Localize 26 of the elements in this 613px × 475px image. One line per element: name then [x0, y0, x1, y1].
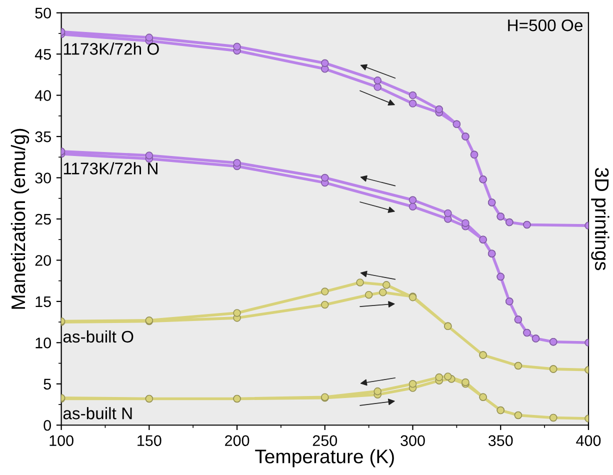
y-tick-label: 40 — [34, 90, 51, 101]
y-tick-label: 45 — [34, 49, 51, 60]
series-label: 1173K/72h N — [64, 162, 158, 174]
y-tick-label: 35 — [35, 131, 51, 142]
series-label: 1173K/72h O — [64, 42, 159, 55]
x-tick-label: 200 — [225, 435, 250, 446]
series-label: as-built O — [63, 330, 134, 343]
y-tick-label: 5 — [44, 378, 51, 390]
text: 3D printings — [591, 168, 610, 270]
x-tick-label: 300 — [400, 435, 425, 446]
annotation: H=500 Oe — [508, 19, 582, 32]
series-label: as-built N — [63, 407, 132, 420]
y-tick-label: 0 — [44, 420, 51, 431]
y-tick-label: 10 — [36, 338, 51, 348]
y-tick-label: 25 — [35, 214, 51, 225]
y-tick-label: 20 — [35, 255, 51, 266]
y-tick-label: 15 — [36, 296, 51, 308]
y-axis-title: Manetization (emu/g) — [10, 128, 30, 309]
x-tick-label: 250 — [312, 435, 338, 446]
y-tick-label: 50 — [35, 8, 51, 19]
x-tick-label: 100 — [50, 435, 74, 446]
y-tick-label: 30 — [35, 172, 51, 184]
x-tick-label: 350 — [488, 435, 513, 446]
x-tick-label: 150 — [138, 435, 162, 446]
x-tick-label: 400 — [576, 435, 601, 446]
x-axis-title: Temperature (K) — [255, 449, 394, 468]
